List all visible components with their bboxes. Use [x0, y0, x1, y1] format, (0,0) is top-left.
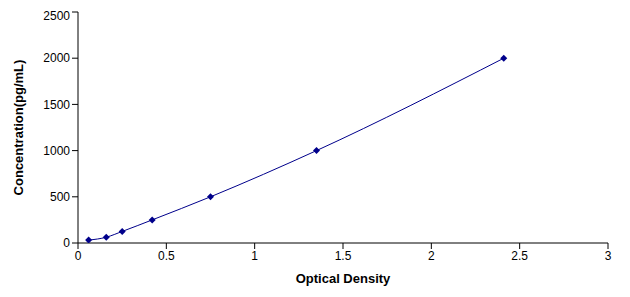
svg-text:3: 3 — [605, 249, 612, 263]
svg-text:0.5: 0.5 — [158, 249, 175, 263]
svg-text:1.5: 1.5 — [335, 249, 352, 263]
svg-text:500: 500 — [50, 190, 70, 204]
svg-text:1: 1 — [251, 249, 258, 263]
svg-text:Concentration(pg/mL): Concentration(pg/mL) — [11, 60, 26, 196]
svg-text:2500: 2500 — [43, 9, 70, 23]
svg-text:0: 0 — [63, 236, 70, 250]
svg-text:1000: 1000 — [43, 144, 70, 158]
svg-text:2000: 2000 — [43, 51, 70, 65]
svg-text:Optical Density: Optical Density — [296, 271, 391, 286]
svg-text:2: 2 — [428, 249, 435, 263]
svg-text:0: 0 — [75, 249, 82, 263]
svg-text:2.5: 2.5 — [511, 249, 528, 263]
svg-text:1500: 1500 — [43, 98, 70, 112]
